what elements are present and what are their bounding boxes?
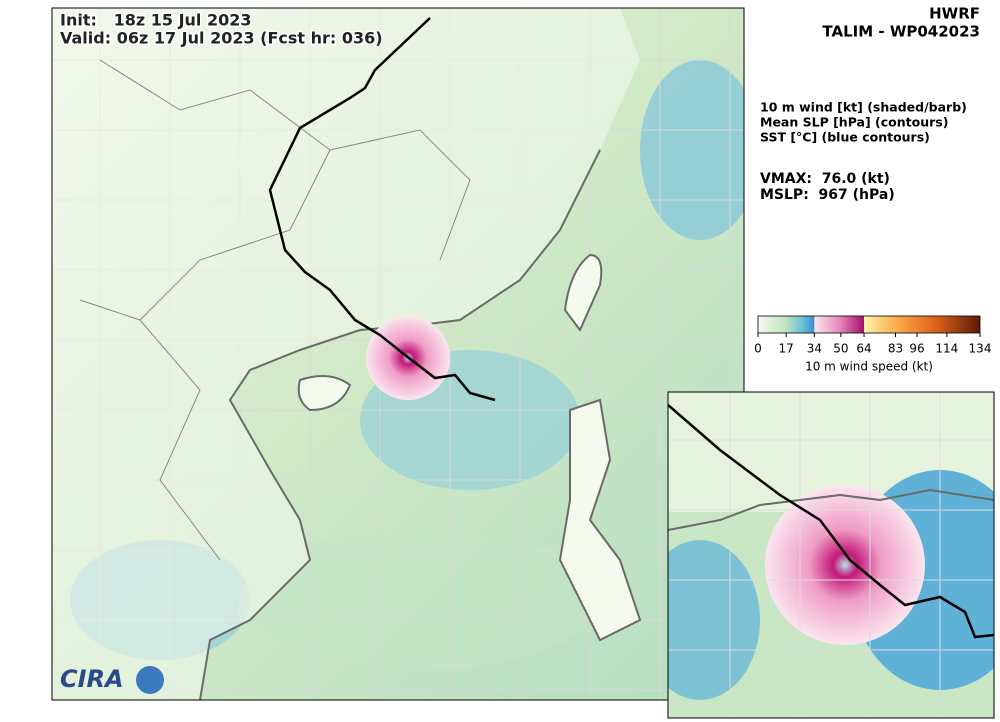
- logo-icon: [136, 666, 164, 694]
- inset-frame: [667, 391, 995, 719]
- init-time: Init: 18z 15 Jul 2023: [60, 11, 252, 30]
- colorbar-tick-label: 34: [807, 342, 822, 356]
- colorbar-tick-label: 83: [888, 342, 903, 356]
- colorbar-tick-label: 134: [969, 342, 992, 356]
- field-desc: SST [°C] (blue contours): [760, 130, 930, 145]
- inset-map: [668, 392, 994, 718]
- logo: CIRA: [60, 665, 124, 693]
- field-desc: 10 m wind [kt] (shaded/barb): [760, 100, 967, 115]
- colorbar-tick-label: 64: [856, 342, 871, 356]
- colorbar-tick-label: 114: [935, 342, 958, 356]
- mslp: MSLP: 967 (hPa): [760, 187, 895, 203]
- field-desc: Mean SLP [hPa] (contours): [760, 115, 948, 130]
- colorbar-tick-label: 0: [754, 342, 762, 356]
- main-map: Init: 18z 15 Jul 2023 Valid: 06z 17 Jul …: [52, 8, 744, 700]
- storm-id: TALIM - WP042023: [822, 23, 980, 41]
- colorbar: [757, 315, 981, 334]
- colorbar-ticks: 0 17 34 50 64 83 96 114 134: [754, 333, 991, 356]
- colorbar-tick-label: 96: [909, 342, 924, 356]
- colorbar-label: 10 m wind speed (kt): [805, 360, 933, 374]
- valid-time: Valid: 06z 17 Jul 2023 (Fcst hr: 036): [60, 29, 383, 48]
- vmax: VMAX: 76.0 (kt): [760, 171, 890, 187]
- colorbar-tick-label: 17: [779, 342, 794, 356]
- model: HWRF: [929, 5, 980, 23]
- colorbar-tick-label: 50: [833, 342, 848, 356]
- main-frame: [51, 7, 745, 701]
